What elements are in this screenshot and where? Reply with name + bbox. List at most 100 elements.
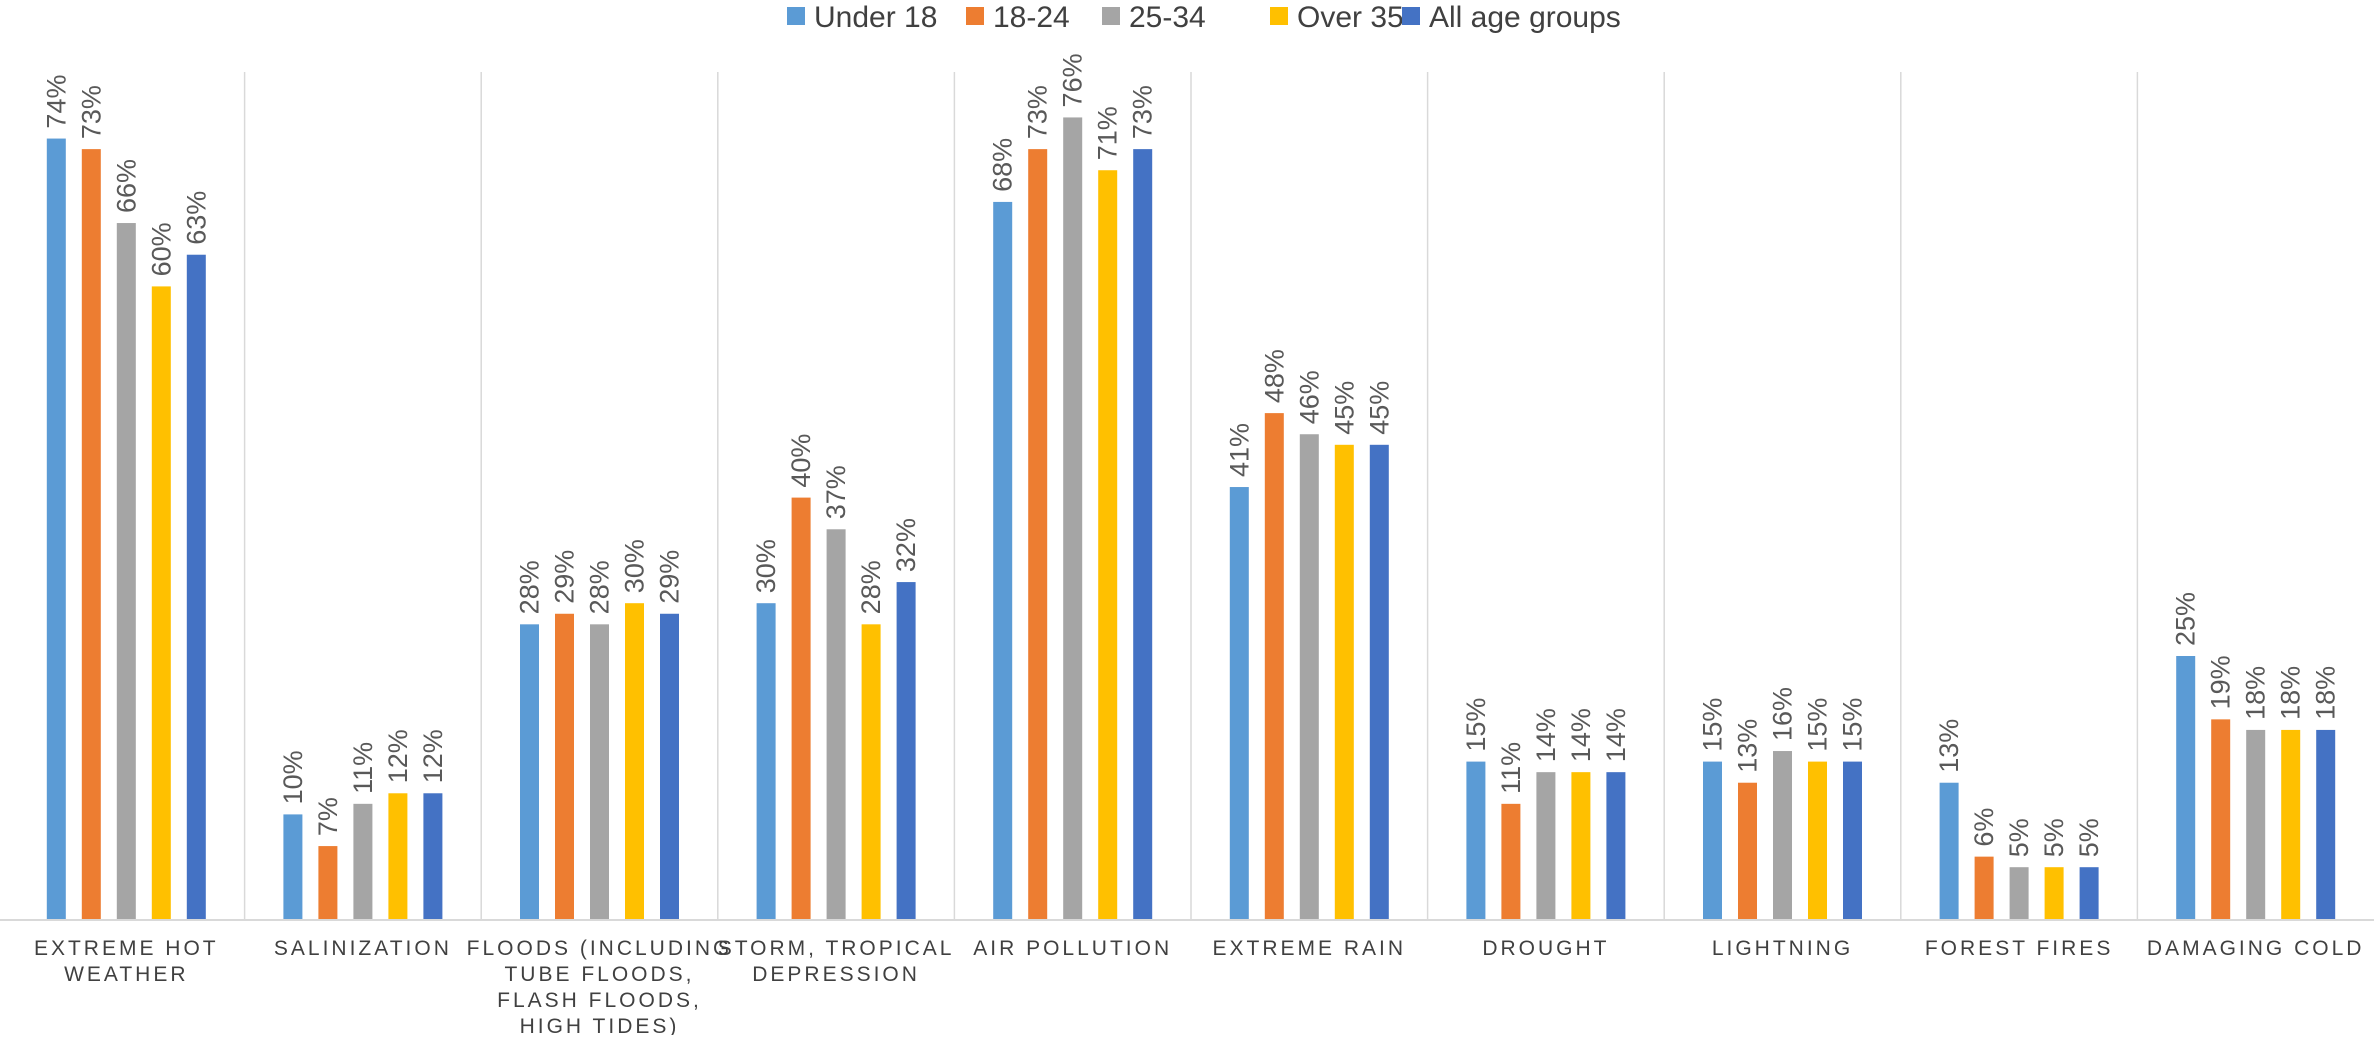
bar (1334, 444, 1354, 920)
category-label: DROUGHT (1482, 937, 1609, 960)
data-label: 71% (1093, 106, 1123, 160)
bar (1773, 751, 1792, 920)
data-label: 11% (348, 742, 378, 794)
category-label: LIGHTNING (1712, 937, 1853, 960)
data-label: 30% (620, 539, 650, 593)
bar (1808, 761, 1827, 920)
data-label: 15% (1838, 698, 1868, 752)
bar (2211, 719, 2231, 920)
bar (660, 613, 679, 920)
category-label-line: HIGH TIDES) (520, 1015, 680, 1035)
bar (555, 613, 574, 920)
legend-label: Under 18 (814, 1, 937, 34)
bar (1133, 149, 1153, 920)
category-label-line: DEPRESSION (752, 963, 920, 986)
bar (2079, 867, 2099, 920)
bar (1063, 117, 1083, 920)
data-label: 18% (2276, 666, 2306, 720)
category-label: AIR POLLUTION (973, 937, 1172, 960)
data-label: 63% (181, 191, 211, 245)
category-label-line: WEATHER (64, 963, 188, 986)
bar (423, 793, 443, 920)
data-label: 5% (2039, 818, 2069, 857)
bar (2316, 729, 2336, 920)
bar (2246, 729, 2266, 920)
category-label-line: SALINIZATION (274, 937, 452, 960)
legend-label: All age groups (1429, 1, 1621, 34)
data-label: 29% (655, 550, 685, 604)
data-label: 11% (1496, 742, 1526, 794)
data-label: 13% (1733, 719, 1763, 773)
data-label: 41% (1224, 423, 1254, 477)
category-separators (243, 72, 2139, 920)
data-label: 7% (313, 797, 343, 836)
data-label: 14% (1566, 708, 1596, 762)
data-label: 32% (891, 518, 921, 572)
bar (993, 201, 1013, 921)
bar (1974, 856, 1994, 920)
bar (151, 286, 171, 920)
bar (116, 223, 136, 921)
category-label-line: DAMAGING COLD (2147, 937, 2365, 960)
data-label: 45% (1364, 381, 1394, 435)
data-label: 73% (1128, 85, 1158, 139)
bar (1939, 782, 1959, 920)
bar (2044, 867, 2064, 920)
bar (1466, 761, 1486, 920)
category-label: FLOODS (INCLUDING TUBE FLOODS, FLASH FLOOD… (467, 937, 733, 1035)
bar (791, 497, 811, 920)
legend: Under 18 18-24 25-34 Over 35 All age groups (787, 1, 1621, 34)
bar (1501, 803, 1521, 920)
category-labels: EXTREME HOT WEATHER SALINIZATION FLOODS (IN… (34, 937, 2365, 1038)
bar (625, 603, 644, 920)
category-label-line: EXTREME RAIN (1213, 937, 1407, 960)
legend-label: 18-24 (993, 1, 1070, 34)
data-label: 18% (2311, 666, 2341, 720)
category-label-line: EXTREME HOT (34, 937, 219, 960)
bar (46, 138, 66, 920)
category-label-line: AIR POLLUTION (973, 937, 1172, 960)
legend-swatch (1270, 7, 1288, 25)
data-label: 48% (1259, 349, 1289, 403)
bar (590, 624, 609, 920)
bar (1536, 772, 1556, 920)
data-label: 6% (1969, 808, 1999, 847)
data-label: 12% (383, 729, 413, 783)
data-label: 13% (1934, 719, 1964, 773)
data-label: 29% (550, 550, 580, 604)
bar (1229, 487, 1249, 920)
data-label: 66% (111, 159, 141, 213)
bar (520, 624, 539, 920)
bar (1843, 761, 1862, 920)
bar (861, 624, 881, 920)
legend-swatch (787, 7, 805, 25)
data-label: 74% (41, 75, 71, 129)
data-label: 73% (1023, 85, 1053, 139)
category-label-line: FLASH FLOODS, (497, 989, 702, 1012)
data-label: 60% (146, 222, 176, 276)
bar (318, 846, 338, 920)
category-label: EXTREME RAIN (1213, 937, 1407, 960)
bar (81, 149, 101, 920)
data-label: 14% (1601, 708, 1631, 762)
bar (186, 254, 206, 921)
bar (1703, 761, 1722, 920)
data-label: 25% (2171, 592, 2201, 646)
category-label-line: STORM, TROPICAL (718, 937, 955, 960)
data-label: 19% (2206, 655, 2236, 709)
legend-swatch (1402, 7, 1420, 25)
bar (1299, 434, 1319, 920)
data-label: 76% (1058, 53, 1088, 107)
data-label: 12% (418, 729, 448, 783)
category-label: STORM, TROPICAL DEPRESSION (718, 937, 955, 986)
bar (1098, 170, 1118, 921)
legend-swatch (1102, 7, 1120, 25)
category-label: FOREST FIRES (1925, 937, 2113, 960)
bar (1738, 782, 1757, 920)
bar (2281, 729, 2301, 920)
data-label: 28% (515, 560, 545, 614)
data-label: 30% (751, 539, 781, 593)
data-label: 14% (1531, 708, 1561, 762)
data-label: 68% (988, 138, 1018, 192)
